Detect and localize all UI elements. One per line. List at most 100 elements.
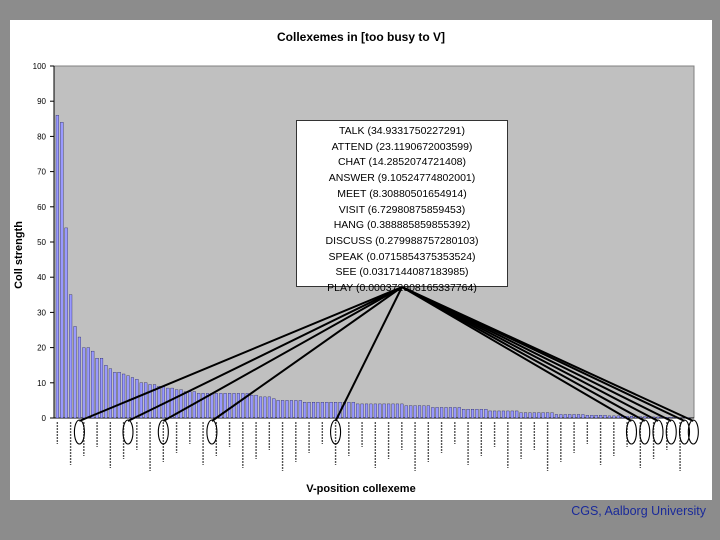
bar [563,414,567,419]
highlight-circle [625,419,638,445]
bar [201,393,205,419]
bar [466,409,470,419]
bar [351,402,355,419]
bar [126,375,130,419]
bar [303,402,307,419]
bar [148,384,152,419]
highlight-circle [122,419,134,445]
highlight-circle [206,419,218,445]
bar [524,412,528,419]
bar [139,382,143,419]
bar [488,410,492,419]
bar [603,415,607,419]
bar [276,400,280,419]
bar [413,405,417,419]
bar [400,403,404,419]
y-tick-label: 80 [37,132,46,141]
bar [550,412,554,419]
x-tick-labels [56,422,681,471]
y-tick-label: 30 [37,308,46,317]
y-tick-label: 90 [37,97,46,106]
annotation-line [79,286,403,422]
bar [307,402,311,419]
bar [153,384,157,419]
bar [559,414,563,419]
annotation-line [211,286,403,422]
bar [294,400,298,419]
bar [378,403,382,419]
bar [537,412,541,419]
bar [77,336,81,419]
bar [581,414,585,419]
highlight-circles [73,419,699,445]
bar [360,403,364,419]
bar [643,416,647,419]
bar [175,389,179,419]
bar [325,402,329,419]
bar [448,407,452,419]
bar [347,402,351,419]
y-tick-label: 50 [37,238,46,247]
bar [554,414,558,419]
annotation-entry: ANSWER (9.10524774802001) [328,172,476,185]
y-tick-label: 70 [37,168,46,177]
bar [440,407,444,419]
annotation-line [162,286,403,422]
bar [590,415,594,419]
bar [135,379,139,419]
bar [254,394,258,419]
bar [435,407,439,419]
bar [117,372,121,419]
bar [479,409,483,419]
bar [382,403,386,419]
bar [197,393,201,419]
bar [594,415,598,419]
bar [475,409,479,419]
y-axis-label: Coll strength [13,221,25,289]
bar [457,407,461,419]
bar [369,403,373,419]
chart-frame: 0 10 20 30 40 50 60 70 80 90 100 Collexemes in [to… [10,20,712,500]
bar [387,403,391,419]
annotation-line [401,286,632,422]
bar [281,400,285,419]
bar [259,396,263,419]
annotation-entry: SPEAK (0.0715854375353524) [328,250,476,263]
bar [532,412,536,419]
footer-credit: CGS, Aalborg University [571,504,706,518]
highlight-circle [652,419,664,445]
bar [69,294,73,419]
bar [223,393,227,419]
bar [236,393,240,419]
bar [572,414,576,419]
bar [267,396,271,419]
bar [122,373,126,419]
bar [113,372,117,419]
bar [228,393,232,419]
bar [607,415,611,419]
bar [546,412,550,419]
bar [422,405,426,419]
bar [515,410,519,419]
bar [365,403,369,419]
bar [656,416,660,419]
bars-group [55,115,691,419]
annotation-line [401,286,694,422]
bar [630,416,634,419]
bar [471,409,475,419]
bar [108,368,112,419]
bar [214,393,218,419]
bar [210,393,214,419]
bar [144,382,148,419]
bar [356,403,360,419]
bar [60,122,64,419]
bar [528,412,532,419]
bar [272,398,276,419]
bar [444,407,448,419]
bar [55,115,59,419]
bar [170,387,174,419]
annotation-entry: MEET (8.30880501654914) [337,187,467,200]
bar [206,393,210,419]
bar [263,396,267,419]
bar [289,400,293,419]
